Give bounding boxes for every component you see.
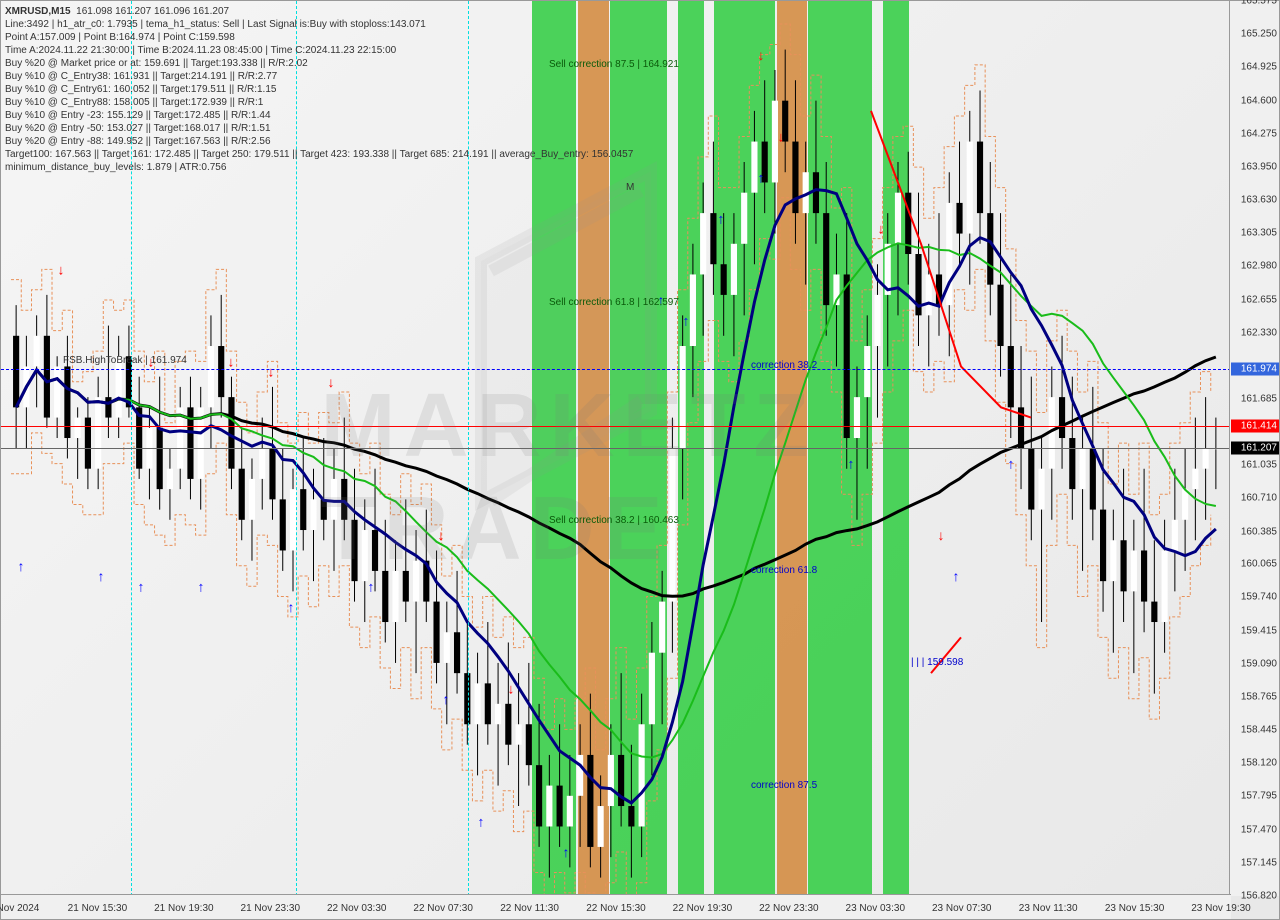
info-panel: XMRUSD,M15 161.098 161.207 161.096 161.2… [5,5,633,174]
x-tick: 21 Nov 19:30 [154,903,214,914]
horizontal-line [1,426,1231,427]
svg-text:↓: ↓ [758,47,765,63]
svg-text:↑: ↑ [368,578,375,594]
y-tick: 161.685 [1241,393,1277,404]
info-line: Buy %10 @ C_Entry61: 160.052 || Target:1… [5,83,633,96]
svg-text:↓: ↓ [438,527,445,543]
price-marker: 161.207 [1231,441,1279,454]
chart-label: M [626,182,634,193]
x-tick: 23 Nov 19:30 [1191,903,1251,914]
y-tick: 165.575 [1241,0,1277,7]
chart-label: | | | 159.598 [911,657,963,668]
y-tick: 164.925 [1241,62,1277,73]
y-tick: 163.630 [1241,194,1277,205]
info-line: Line:3492 | h1_atr_c0: 1.7935 | tema_h1_… [5,18,633,31]
svg-text:↓: ↓ [878,221,885,237]
info-line: Buy %10 @ C_Entry38: 161.931 || Target:2… [5,70,633,83]
svg-text:↑: ↑ [138,578,145,594]
y-tick: 159.740 [1241,592,1277,603]
y-tick: 159.415 [1241,625,1277,636]
chart-label: Sell correction 61.8 | 162.597 [549,297,679,308]
y-tick: 160.385 [1241,526,1277,537]
info-line: Buy %20 @ Entry -50: 153.027 || Target:1… [5,122,633,135]
y-tick: 164.275 [1241,128,1277,139]
x-tick: 23 Nov 15:30 [1105,903,1165,914]
x-tick: 22 Nov 15:30 [586,903,646,914]
x-tick: 21 Nov 2024 [0,903,39,914]
y-tick: 165.250 [1241,29,1277,40]
svg-text:↑: ↑ [443,691,450,707]
y-tick: 162.330 [1241,327,1277,338]
y-tick: 158.445 [1241,724,1277,735]
chart-label: Sell correction 38.2 | 160.463 [549,515,679,526]
svg-text:↑: ↑ [718,210,725,226]
info-line: Point A:157.009 | Point B:164.974 | Poin… [5,31,633,44]
svg-text:↓: ↓ [268,364,275,380]
svg-text:↓: ↓ [778,129,785,145]
price-marker: 161.974 [1231,363,1279,376]
svg-text:↓: ↓ [328,374,335,390]
horizontal-line [1,448,1231,449]
x-tick: 21 Nov 15:30 [68,903,128,914]
y-tick: 162.655 [1241,294,1277,305]
info-line: Buy %20 @ Entry -88: 149.952 || Target:1… [5,135,633,148]
info-line: Buy %20 @ Market price or at: 159.691 ||… [5,57,633,70]
y-tick: 157.145 [1241,857,1277,868]
info-line: Target100: 167.563 || Target 161: 172.48… [5,148,633,161]
info-line: Buy %10 @ C_Entry88: 158.005 || Target:1… [5,96,633,109]
svg-text:↑: ↑ [288,599,295,615]
y-tick: 162.980 [1241,261,1277,272]
x-tick: 22 Nov 11:30 [500,903,559,914]
svg-text:↑: ↑ [563,844,570,860]
svg-text:↓: ↓ [938,527,945,543]
x-tick: 22 Nov 07:30 [413,903,473,914]
svg-text:↑: ↑ [683,313,690,329]
x-tick: 23 Nov 03:30 [846,903,906,914]
x-tick: 21 Nov 23:30 [241,903,301,914]
y-tick: 156.820 [1241,891,1277,902]
svg-text:↑: ↑ [18,558,25,574]
chart-label: correction 61.8 [751,565,817,576]
price-marker: 161.414 [1231,420,1279,433]
svg-text:↑: ↑ [98,568,105,584]
chart-label: correction 87.5 [751,780,817,791]
svg-text:↑: ↑ [478,813,485,829]
y-tick: 161.035 [1241,460,1277,471]
svg-text:↑: ↑ [953,568,960,584]
svg-text:↓: ↓ [228,353,235,369]
x-tick: 22 Nov 03:30 [327,903,387,914]
info-line: Buy %10 @ Entry -23: 155.129 || Target:1… [5,109,633,122]
chart-label: correction 38.2 [751,360,817,371]
x-tick: 23 Nov 11:30 [1019,903,1078,914]
chart-label: FSB.HighToBreak | 161.974 [63,355,187,366]
svg-text:↑: ↑ [758,169,765,185]
y-tick: 157.795 [1241,791,1277,802]
y-tick: 158.765 [1241,692,1277,703]
chart-container: MARKETZ TRADE ↑↓↑↑↓↑↓↓↑↓↑↓↑↑↓↑↑↑↑↑↓↓↑↓↓↑… [0,0,1280,920]
y-tick: 163.305 [1241,228,1277,239]
y-tick: 163.950 [1241,162,1277,173]
svg-text:↓: ↓ [508,681,515,697]
x-tick: 22 Nov 19:30 [673,903,733,914]
info-line: Time A:2024.11.22 21:30:00 | Time B:2024… [5,44,633,57]
svg-text:↑: ↑ [848,456,855,472]
x-tick: 22 Nov 23:30 [759,903,819,914]
svg-text:↓: ↓ [58,261,65,277]
symbol-label: XMRUSD,M15 [5,6,71,17]
y-tick: 160.065 [1241,559,1277,570]
x-tick: 23 Nov 07:30 [932,903,992,914]
y-axis: 165.575 165.250 164.925 164.600 164.275 163.9… [1229,1,1279,896]
x-axis: 21 Nov 2024 21 Nov 15:30 21 Nov 19:30 21 No… [1,894,1231,919]
ohlc-label: 161.098 161.207 161.096 161.207 [76,6,229,17]
y-tick: 157.470 [1241,824,1277,835]
horizontal-line [1,369,1231,370]
y-tick: 159.090 [1241,658,1277,669]
y-tick: 164.600 [1241,95,1277,106]
svg-text:↑: ↑ [1008,456,1015,472]
svg-text:↑: ↑ [198,578,205,594]
y-tick: 158.120 [1241,758,1277,769]
y-tick: 160.710 [1241,493,1277,504]
info-line: minimum_distance_buy_levels: 1.879 | ATR… [5,161,633,174]
